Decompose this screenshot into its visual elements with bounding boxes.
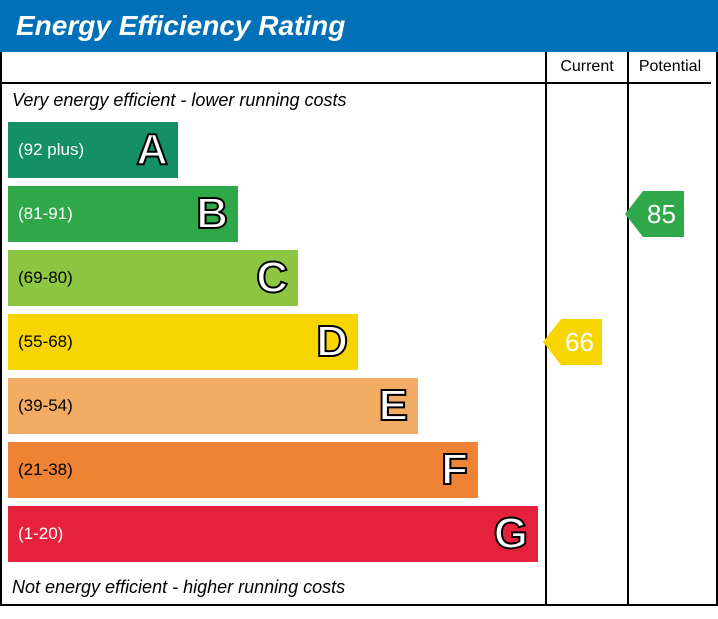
potential-marker: 85: [643, 191, 684, 237]
header-blank: [2, 52, 547, 84]
marker-value: 66: [561, 319, 602, 365]
band-letter: C: [256, 253, 288, 303]
band-range: (39-54): [8, 396, 73, 416]
band-a: (92 plus) A: [8, 122, 178, 178]
band-letter: D: [316, 317, 348, 367]
chart-title: Energy Efficiency Rating: [0, 0, 718, 52]
band-range: (92 plus): [8, 140, 84, 160]
band-range: (69-80): [8, 268, 73, 288]
note-bottom: Not energy efficient - higher running co…: [12, 577, 345, 598]
note-top: Very energy efficient - lower running co…: [12, 90, 347, 111]
band-d: (55-68) D: [8, 314, 358, 370]
bands-column: Very energy efficient - lower running co…: [2, 84, 547, 604]
bands-container: (92 plus) A (81-91) B (69-80) C (55-68) D (39-54…: [8, 122, 538, 570]
epc-chart: Energy Efficiency Rating Current Potenti…: [0, 0, 718, 619]
current-column: 66: [547, 84, 629, 604]
current-marker: 66: [561, 319, 602, 365]
band-e: (39-54) E: [8, 378, 418, 434]
band-letter: E: [379, 381, 408, 431]
marker-arrow-icon: [543, 319, 561, 365]
marker-arrow-icon: [625, 191, 643, 237]
band-range: (55-68): [8, 332, 73, 352]
band-range: (21-38): [8, 460, 73, 480]
header-potential: Potential: [629, 52, 711, 84]
band-letter: B: [196, 189, 228, 239]
band-g: (1-20) G: [8, 506, 538, 562]
band-letter: F: [441, 445, 468, 495]
potential-column: 85: [629, 84, 711, 604]
band-b: (81-91) B: [8, 186, 238, 242]
band-letter: G: [494, 509, 528, 559]
band-c: (69-80) C: [8, 250, 298, 306]
marker-value: 85: [643, 191, 684, 237]
band-f: (21-38) F: [8, 442, 478, 498]
chart-grid: Current Potential Very energy efficient …: [0, 52, 718, 606]
band-range: (81-91): [8, 204, 73, 224]
header-current: Current: [547, 52, 629, 84]
band-letter: A: [136, 125, 168, 175]
band-range: (1-20): [8, 524, 63, 544]
